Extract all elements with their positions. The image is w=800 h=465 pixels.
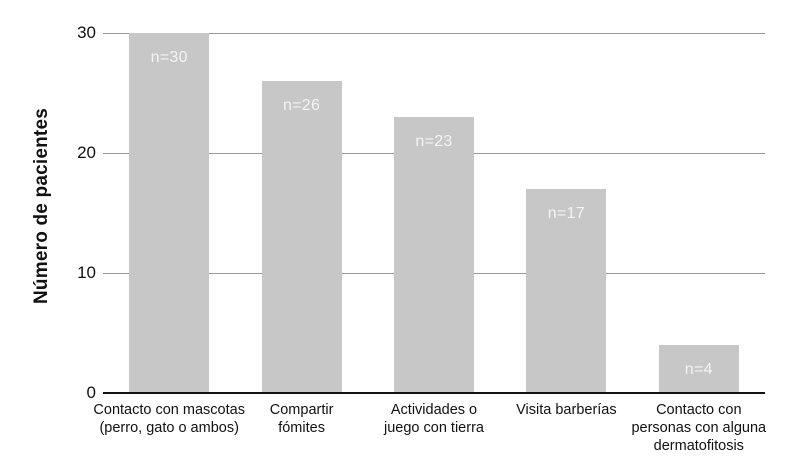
bar-value-label: n=26 bbox=[282, 97, 321, 114]
y-tick-label-30: 30 bbox=[77, 23, 96, 42]
x-axis-line bbox=[103, 392, 765, 394]
y-tick-label-0: 0 bbox=[86, 383, 96, 402]
plot-area: n=30 n=26 n=23 n=17 n=4 bbox=[103, 33, 765, 394]
gridline-30 bbox=[103, 33, 765, 34]
y-tick-label-10: 10 bbox=[77, 263, 96, 282]
bar: n=17 bbox=[526, 189, 607, 393]
x-category-label: Compartir fómites bbox=[269, 402, 334, 436]
bar: n=26 bbox=[261, 81, 342, 393]
bar-value-label: n=23 bbox=[415, 133, 453, 150]
bar: n=23 bbox=[394, 117, 474, 393]
y-tick-label-20: 20 bbox=[77, 143, 96, 162]
bar-value-label: n=17 bbox=[547, 205, 586, 222]
x-category-label: Contacto con personas con alguna dermato… bbox=[631, 402, 767, 454]
x-category-label: Contacto con mascotas (perro, gato o amb… bbox=[93, 402, 245, 436]
bar: n=4 bbox=[658, 345, 739, 393]
bar-value-label: n=30 bbox=[150, 49, 188, 66]
bar: n=30 bbox=[129, 33, 210, 393]
bar-value-label: n=4 bbox=[684, 361, 713, 378]
x-category-label: Visita barberías bbox=[516, 402, 617, 418]
x-category-label: Actividades o juego con tierra bbox=[384, 402, 484, 436]
